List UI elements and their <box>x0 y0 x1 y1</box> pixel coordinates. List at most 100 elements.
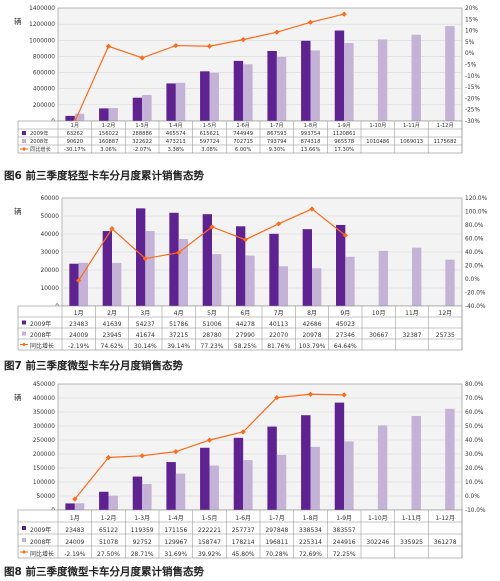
bar-2009 <box>267 426 277 510</box>
bar-2008 <box>445 26 455 121</box>
unit-label: 辆 <box>14 16 22 26</box>
data-label: 90620 <box>67 139 84 145</box>
bar-2008 <box>378 250 388 306</box>
data-label: 51006 <box>202 321 221 328</box>
data-label: 119359 <box>131 527 154 534</box>
data-label: 702715 <box>233 139 253 145</box>
growth-point <box>274 395 280 401</box>
bar-2009 <box>166 83 176 121</box>
y-tick-label: 1000000 <box>29 38 55 44</box>
y2-tick-label: 15% <box>465 17 478 23</box>
x-tick-label: 1-7月 <box>270 122 284 129</box>
bar-2008 <box>145 230 155 306</box>
x-tick-label: 6月 <box>240 310 250 317</box>
x-tick-label: 1-12月 <box>437 122 454 129</box>
y2-tick-label: 70.0% <box>465 396 484 402</box>
y-tick-label: 40000 <box>41 232 60 238</box>
bar-2008 <box>108 108 118 121</box>
x-tick-label: 4月 <box>174 310 184 317</box>
x-tick-label: 1-10月 <box>368 515 388 522</box>
bar-2009 <box>65 115 75 121</box>
chart-fig6: 0200000400000600000800000100000012000001… <box>14 6 480 154</box>
data-label: 178214 <box>232 539 255 546</box>
data-label: 965578 <box>334 139 354 145</box>
data-label: 27346 <box>336 332 355 339</box>
bar-2008 <box>276 56 287 121</box>
data-label: 338534 <box>299 527 322 534</box>
growth-point <box>240 37 246 43</box>
data-label: 129967 <box>164 539 187 546</box>
data-label: 23945 <box>102 332 121 339</box>
x-tick-label: 1-11月 <box>402 515 422 522</box>
data-label: 32387 <box>402 332 421 339</box>
data-label: 22070 <box>269 332 288 339</box>
data-label: 1175682 <box>434 139 457 145</box>
y2-tick-label: 100.0% <box>465 210 488 216</box>
x-tick-label: 12月 <box>439 310 453 317</box>
growth-point <box>307 391 314 397</box>
bar-2009 <box>334 402 345 510</box>
y2-tick-label: 120.0% <box>465 196 488 202</box>
x-tick-label: 1-5月 <box>203 122 217 129</box>
bar-2009 <box>233 60 244 121</box>
bar-2008 <box>344 43 354 122</box>
legend-swatch-2008 <box>22 538 26 542</box>
y-tick-label: 1200000 <box>29 22 55 28</box>
y-tick-label: 20000 <box>41 268 60 274</box>
data-label: 1120861 <box>333 131 356 137</box>
bar-2008 <box>243 64 253 121</box>
y2-tick-label: 80.0% <box>465 223 484 229</box>
x-tick-label: 1-11月 <box>403 122 420 129</box>
data-label: 744949 <box>233 131 253 137</box>
legend-label: 同比增长 <box>30 550 54 558</box>
bar-2009 <box>334 30 345 122</box>
data-label: 92752 <box>133 539 152 546</box>
bar-2008 <box>74 503 85 510</box>
bar-2009 <box>69 263 79 306</box>
data-label: 27.50% <box>97 551 120 558</box>
data-label: 70.28% <box>265 551 288 558</box>
x-tick-label: 11月 <box>405 310 419 317</box>
data-label: 31.69% <box>164 551 187 558</box>
data-label: -2.07% <box>133 147 151 153</box>
bar-2009 <box>301 415 311 510</box>
growth-point <box>242 237 248 243</box>
x-tick-label: 1-8月 <box>303 515 319 522</box>
data-label: 297848 <box>265 527 288 534</box>
y-tick-label: 30000 <box>41 250 60 256</box>
y-tick-label: 250000 <box>33 438 55 444</box>
y-tick-label: 450000 <box>33 382 55 388</box>
x-tick-label: 1-9月 <box>337 122 351 129</box>
y-tick-label: 100000 <box>33 480 55 486</box>
data-label: 465574 <box>166 131 187 137</box>
legend-swatch-2009 <box>22 131 26 135</box>
data-label: 793794 <box>267 139 288 145</box>
data-label: 597724 <box>200 139 221 145</box>
data-label: 41639 <box>102 321 121 328</box>
x-tick-label: 1月 <box>71 122 80 129</box>
data-label: 64.64% <box>334 343 357 350</box>
bar-2008 <box>243 460 253 510</box>
x-tick-label: 2月 <box>107 310 117 317</box>
bar-2008 <box>445 259 455 306</box>
data-label: 302246 <box>366 539 389 546</box>
data-label: 63262 <box>67 131 84 137</box>
growth-point <box>105 454 112 461</box>
data-label: 3.08% <box>201 147 218 153</box>
data-label: -30.17% <box>64 147 86 153</box>
unit-label: 辆 <box>14 206 22 216</box>
growth-point <box>240 429 246 435</box>
x-tick-label: 1-9月 <box>336 515 352 522</box>
data-label: 322622 <box>132 139 152 145</box>
bar-2008 <box>345 256 355 306</box>
bar-2008 <box>108 495 118 510</box>
data-label: 17.30% <box>334 147 354 153</box>
legend-label: 同比增长 <box>30 145 52 153</box>
data-label: 1010486 <box>366 139 389 145</box>
data-label: 222221 <box>198 527 221 534</box>
data-label: 24009 <box>69 332 88 339</box>
bar-2009 <box>132 97 143 121</box>
data-label: 6.00% <box>235 147 252 153</box>
legend-growth-marker <box>22 147 26 151</box>
